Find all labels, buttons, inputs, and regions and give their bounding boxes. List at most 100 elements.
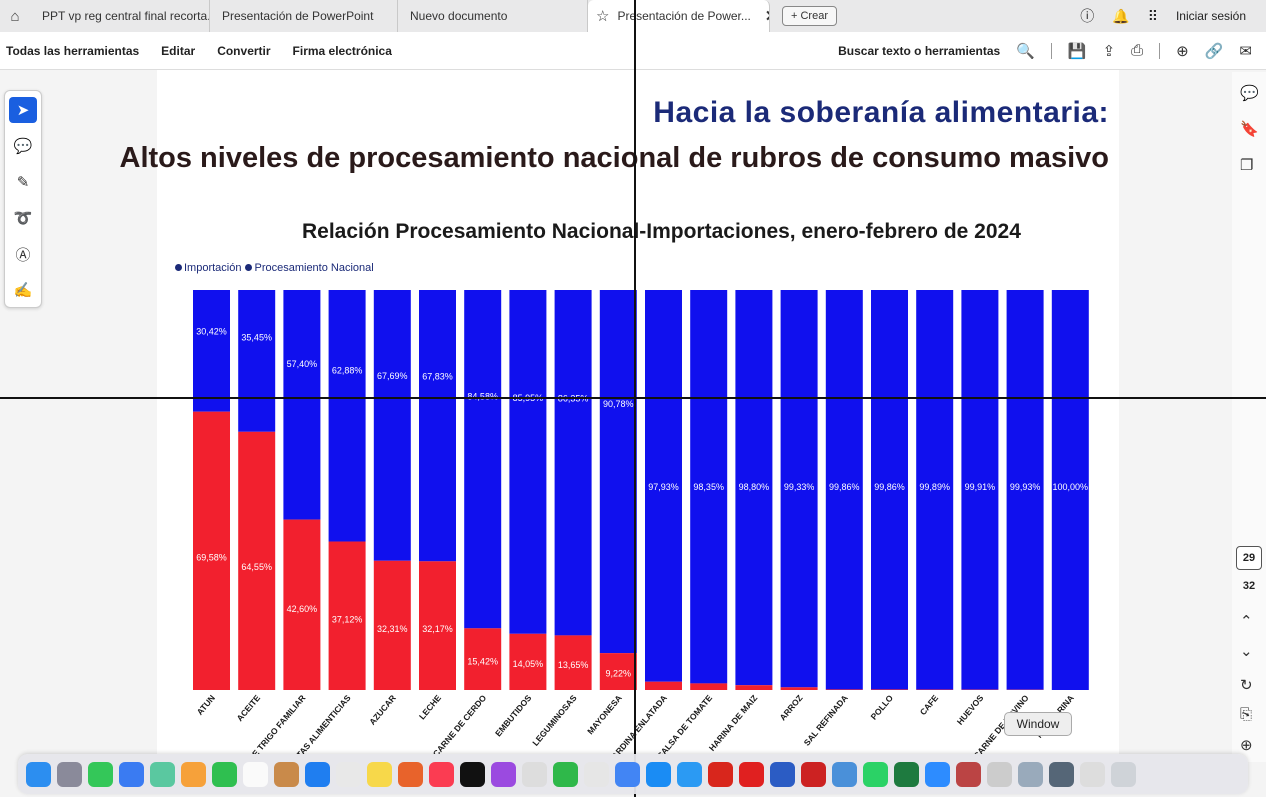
home-icon[interactable]: ⌂: [10, 7, 20, 25]
label-national-16: 99,89%: [919, 482, 950, 492]
apps-icon[interactable]: ⠿: [1147, 7, 1158, 24]
preview-icon[interactable]: [832, 761, 857, 787]
label-national-17: 99,91%: [965, 482, 996, 492]
launchpad-icon[interactable]: [57, 761, 82, 787]
category-label-7: EMBUTIDOS: [493, 693, 534, 739]
share-icon[interactable]: ⊕: [1176, 42, 1189, 60]
bar-national-5: [419, 290, 456, 562]
tab-1[interactable]: Presentación de PowerPoint: [210, 0, 398, 32]
label-national-2: 57,40%: [287, 359, 318, 369]
star-app-icon[interactable]: [739, 761, 764, 787]
reminders-icon[interactable]: [336, 761, 361, 787]
acrobat-icon[interactable]: [708, 761, 733, 787]
upload-icon[interactable]: ⇪: [1102, 42, 1116, 60]
right-rail: 💬 🔖 ❐ 29 32 ⌃ ⌄ ↻ ⎘ ⊕: [1232, 72, 1266, 762]
close-icon[interactable]: ✕: [765, 7, 769, 25]
mail-icon[interactable]: ✉: [1239, 42, 1252, 60]
chevron-down-icon[interactable]: ⌄: [1240, 643, 1253, 660]
tv-icon[interactable]: [460, 761, 485, 787]
toolbar: Todas las herramientas Editar Convertir …: [0, 32, 1266, 70]
excel-icon[interactable]: [894, 761, 919, 787]
bar-national-2: [283, 290, 321, 520]
dock-tooltip: Window: [1004, 712, 1072, 736]
help-icon[interactable]: ⓘ: [1080, 8, 1095, 24]
tab-label: Presentación de Power...: [617, 9, 751, 23]
window-thumb-1-icon[interactable]: [956, 761, 981, 787]
bar-national-9: [599, 290, 637, 654]
label-national-10: 97,93%: [648, 482, 679, 492]
finder-icon[interactable]: [26, 761, 51, 787]
menu-all-tools[interactable]: Todas las herramientas: [6, 43, 140, 58]
trash-icon[interactable]: [1111, 761, 1136, 787]
label-national-19: 100,00%: [1053, 482, 1089, 492]
window-thumb-5-icon[interactable]: [1080, 761, 1105, 787]
search-icon[interactable]: 🔍: [1016, 42, 1035, 60]
lasso-icon[interactable]: ➰: [13, 210, 33, 227]
bookmark-icon[interactable]: 🔖: [1240, 121, 1259, 138]
save-icon[interactable]: 💾: [1067, 42, 1087, 60]
facetime-icon[interactable]: [212, 761, 237, 787]
star-icon[interactable]: ☆: [596, 8, 610, 25]
zoom-app-icon[interactable]: [925, 761, 950, 787]
mail-app-icon[interactable]: [119, 761, 144, 787]
category-label-12: HARINA DE MAIZ: [707, 693, 760, 753]
bar-import-9: [599, 653, 637, 690]
bar-national-12: [735, 290, 773, 686]
messages-icon[interactable]: [88, 761, 113, 787]
refresh-icon[interactable]: ↻: [1240, 677, 1253, 694]
photos-icon[interactable]: [181, 761, 206, 787]
comments-panel-icon[interactable]: 💬: [1240, 85, 1259, 102]
signin-link[interactable]: Iniciar sesión: [1175, 9, 1246, 23]
pencil-app-icon[interactable]: [584, 761, 609, 787]
label-import-2: 42,60%: [287, 604, 318, 614]
window-thumb-4-icon[interactable]: [1049, 761, 1074, 787]
bar-national-19: [1051, 290, 1089, 690]
new-tab-button[interactable]: + Crear: [782, 6, 837, 26]
slide-title-line2: Altos niveles de procesamiento nacional …: [119, 142, 1110, 174]
app-store-icon[interactable]: [646, 761, 671, 787]
word-icon[interactable]: [770, 761, 795, 787]
notes-icon[interactable]: [367, 761, 392, 787]
tab-3[interactable]: ☆ Presentación de Power... ✕: [588, 0, 770, 32]
search-label[interactable]: Buscar texto o herramientas: [838, 43, 1001, 58]
red-app-icon[interactable]: [801, 761, 826, 787]
window-thumb-3-icon[interactable]: [1018, 761, 1043, 787]
menu-esign[interactable]: Firma electrónica: [292, 43, 392, 58]
whatsapp-icon[interactable]: [863, 761, 888, 787]
cursor-icon[interactable]: ➤: [9, 97, 37, 123]
menu-edit[interactable]: Editar: [161, 43, 196, 58]
tab-2[interactable]: Nuevo documento: [398, 0, 588, 32]
bar-import-4: [373, 560, 411, 690]
testflight-icon[interactable]: [677, 761, 702, 787]
comment-icon[interactable]: 💬: [13, 138, 33, 155]
pen-icon[interactable]: ✎: [16, 174, 30, 191]
print-icon[interactable]: ⎙: [1131, 42, 1144, 59]
page-number-total: 32: [1242, 580, 1256, 592]
link-icon[interactable]: 🔗: [1204, 42, 1224, 60]
zoom-in-icon[interactable]: ⊕: [1240, 737, 1253, 754]
category-label-1: ACEITE: [235, 693, 263, 724]
contacts-icon[interactable]: [274, 761, 299, 787]
text-box-icon[interactable]: Ⓐ: [15, 246, 31, 264]
bell-icon[interactable]: 🔔: [1112, 7, 1130, 24]
fonts-icon[interactable]: [522, 761, 547, 787]
firefox-icon[interactable]: [398, 761, 423, 787]
category-label-14: SAL REFINADA: [802, 693, 850, 748]
chrome-icon[interactable]: [615, 761, 640, 787]
bar-import-15: [871, 689, 908, 690]
chevron-up-icon[interactable]: ⌃: [1240, 613, 1253, 630]
window-thumb-2-icon[interactable]: [987, 761, 1012, 787]
music-icon[interactable]: [429, 761, 454, 787]
label-national-9: 90,78%: [603, 399, 634, 409]
save-page-icon[interactable]: ⎘: [1240, 706, 1253, 723]
calendar-icon[interactable]: [243, 761, 268, 787]
pages-icon[interactable]: ❐: [1240, 157, 1254, 174]
signature-icon[interactable]: ✍: [13, 282, 33, 299]
maps-icon[interactable]: [150, 761, 175, 787]
tab-0[interactable]: PPT vp reg central final recorta...: [30, 0, 210, 32]
page-number-current[interactable]: 29: [1236, 546, 1262, 570]
numbers-icon[interactable]: [553, 761, 578, 787]
menu-convert[interactable]: Convertir: [217, 43, 271, 58]
safari-icon[interactable]: [305, 761, 330, 787]
podcasts-icon[interactable]: [491, 761, 516, 787]
